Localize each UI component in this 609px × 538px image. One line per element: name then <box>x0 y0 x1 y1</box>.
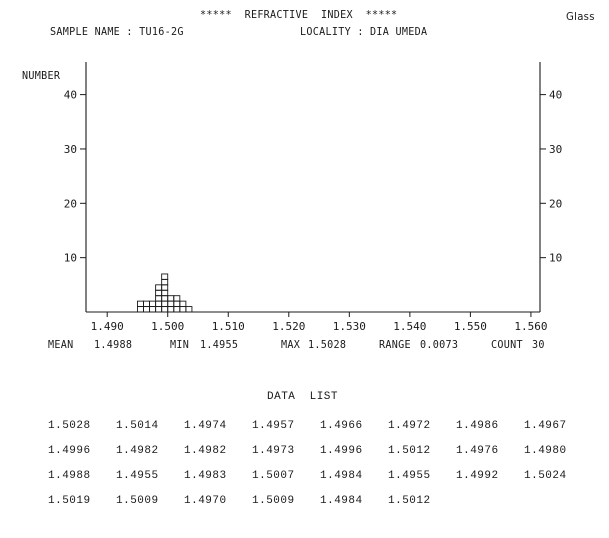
data-list-value: 1.4982 <box>184 445 227 457</box>
data-list-value: 1.4957 <box>252 420 295 432</box>
data-list-value: 1.4984 <box>320 470 363 482</box>
y-tick-label-left: 20 <box>64 197 77 210</box>
data-list-value: 1.4972 <box>388 420 431 432</box>
x-tick-label: 1.560 <box>514 320 547 333</box>
data-list-value: 1.4974 <box>184 420 227 432</box>
histogram-cell <box>173 300 181 308</box>
histogram-cell <box>161 284 169 291</box>
mean-value: 1.4988 <box>94 338 133 351</box>
data-list-value: 1.4983 <box>184 470 227 482</box>
histogram-cell <box>143 300 151 308</box>
max-label: MAX <box>281 338 301 351</box>
glass-corner-label: Glass <box>566 10 595 23</box>
histogram-cell <box>155 300 163 308</box>
count-label: COUNT <box>491 338 523 351</box>
data-list-value: 1.4988 <box>48 470 91 482</box>
x-tick-label: 1.540 <box>393 320 426 333</box>
histogram-bar <box>137 300 144 313</box>
histogram-cell <box>173 306 181 313</box>
histogram-bar <box>185 306 193 313</box>
histogram-bar <box>167 295 175 313</box>
histogram-cell <box>179 300 187 308</box>
data-list-value: 1.5014 <box>116 420 159 432</box>
y-tick-label-right: 10 <box>549 252 562 265</box>
data-list-value: 1.4955 <box>388 470 431 482</box>
y-tick-label-left: 40 <box>64 89 77 102</box>
data-list-title: DATA LIST <box>267 391 339 403</box>
data-list-value: 1.4986 <box>456 420 499 432</box>
histogram-bar <box>179 300 187 313</box>
data-list-value: 1.4980 <box>524 445 567 457</box>
data-list-value: 1.5007 <box>252 470 295 482</box>
data-list-value: 1.4996 <box>320 445 363 457</box>
histogram-bar <box>173 295 181 313</box>
histogram-cell <box>149 306 157 313</box>
histogram-bar <box>161 273 169 313</box>
data-list-value: 1.5009 <box>116 495 159 507</box>
histogram-bar <box>155 284 163 313</box>
histogram-cell <box>185 306 193 313</box>
histogram-cell <box>161 306 169 313</box>
data-list-value: 1.5019 <box>48 495 91 507</box>
x-tick-label: 1.520 <box>272 320 305 333</box>
histogram-bar <box>143 300 151 313</box>
data-list-value: 1.4955 <box>116 470 159 482</box>
x-tick-label: 1.490 <box>91 320 124 333</box>
histogram-cell <box>167 300 175 308</box>
histogram-cell <box>155 284 163 291</box>
data-list-value: 1.4976 <box>456 445 499 457</box>
min-value: 1.4955 <box>200 338 239 351</box>
x-tick-label: 1.550 <box>454 320 487 333</box>
histogram-cell <box>161 273 169 280</box>
y-tick-label-left: 10 <box>64 252 77 265</box>
data-list-value: 1.5012 <box>388 445 431 457</box>
histogram-cell <box>161 289 169 297</box>
histogram-cell <box>161 300 169 308</box>
data-list-value: 1.5012 <box>388 495 431 507</box>
histogram-cell <box>143 306 151 313</box>
histogram-cell <box>167 295 175 302</box>
data-list-value: 1.5028 <box>48 420 91 432</box>
x-tick-label: 1.510 <box>212 320 245 333</box>
sample-name: SAMPLE NAME : TU16-2G <box>50 25 184 38</box>
data-list-value: 1.5024 <box>524 470 567 482</box>
histogram-cell <box>161 295 169 302</box>
histogram-cell <box>155 306 163 313</box>
histogram-cell <box>149 300 157 308</box>
data-list-value: 1.4992 <box>456 470 499 482</box>
range-value: 0.0073 <box>420 338 459 351</box>
max-value: 1.5028 <box>308 338 347 351</box>
histogram-cell <box>179 306 187 313</box>
count-value: 30 <box>532 338 545 351</box>
y-tick-label-right: 30 <box>549 143 562 156</box>
histogram-bar <box>149 300 157 313</box>
x-tick-label: 1.500 <box>151 320 184 333</box>
y-axis-label: NUMBER <box>22 69 61 82</box>
data-list-value: 1.5009 <box>252 495 295 507</box>
min-label: MIN <box>170 338 190 351</box>
histogram-cell <box>155 289 163 297</box>
x-tick-label: 1.530 <box>333 320 366 333</box>
data-list-value: 1.4973 <box>252 445 295 457</box>
y-tick-label-right: 20 <box>549 197 562 210</box>
mean-label: MEAN <box>48 338 74 351</box>
data-list-value: 1.4996 <box>48 445 91 457</box>
histogram-cell <box>137 300 144 308</box>
y-tick-label-left: 30 <box>64 143 77 156</box>
y-tick-label-right: 40 <box>549 89 562 102</box>
histogram-cell <box>155 295 163 302</box>
locality: LOCALITY : DIA UMEDA <box>300 25 428 38</box>
histogram-cell <box>137 306 144 313</box>
data-list-value: 1.4984 <box>320 495 363 507</box>
histogram-cell <box>161 278 169 286</box>
chart-title: ***** REFRACTIVE INDEX ***** <box>200 8 398 21</box>
data-list-value: 1.4970 <box>184 495 227 507</box>
data-list-value: 1.4966 <box>320 420 363 432</box>
range-label: RANGE <box>379 338 411 351</box>
histogram-cell <box>173 295 181 302</box>
data-list-value: 1.4982 <box>116 445 159 457</box>
histogram-cell <box>167 306 175 313</box>
data-list-value: 1.4967 <box>524 420 567 432</box>
